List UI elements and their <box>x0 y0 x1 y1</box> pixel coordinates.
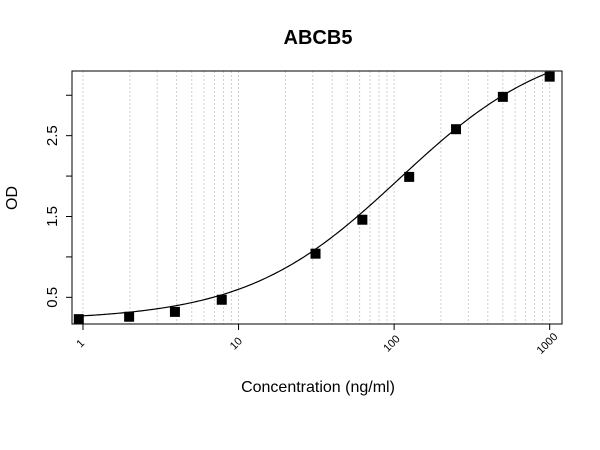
data-point <box>216 294 227 305</box>
data-points-layer <box>73 71 555 325</box>
y-tick-label: 2.5 <box>44 125 61 146</box>
x-tick-label: 1 <box>74 337 87 350</box>
data-point <box>404 171 415 182</box>
grid-lines <box>82 71 551 324</box>
y-axis-label: OD <box>4 186 21 210</box>
plot-frame <box>71 70 563 325</box>
x-tick-label: 100 <box>381 333 402 354</box>
y-tick-label: 1.5 <box>44 206 61 227</box>
data-point <box>497 91 508 102</box>
x-axis-label: Concentration (ng/ml) <box>241 379 395 396</box>
x-tick-label: 10 <box>228 335 245 352</box>
y-tick-label: 0.5 <box>44 287 61 308</box>
data-point <box>544 71 555 82</box>
x-axis: 1 10 100 1000 <box>74 324 560 357</box>
data-point <box>310 248 321 259</box>
fit-curve <box>78 71 550 317</box>
chart-title: ABCB5 <box>284 27 353 49</box>
x-tick-label: 1000 <box>535 331 561 357</box>
data-point <box>451 124 462 135</box>
data-point <box>124 311 135 322</box>
data-point <box>357 214 368 225</box>
data-point <box>73 314 84 325</box>
data-point <box>169 306 180 317</box>
y-axis: 0.5 1.5 2.5 <box>44 94 72 308</box>
fit-curve-layer <box>78 71 550 317</box>
